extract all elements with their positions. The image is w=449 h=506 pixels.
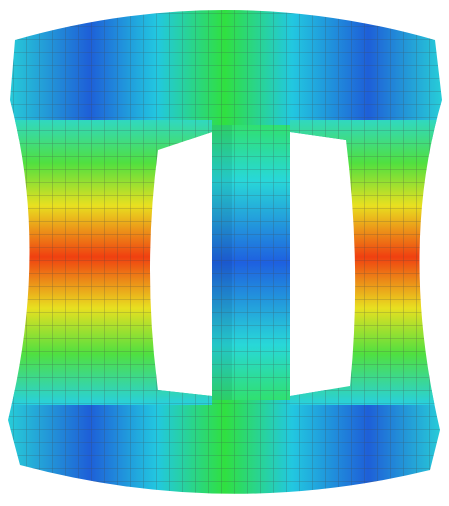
mesh-body xyxy=(0,0,449,506)
page xyxy=(0,0,449,506)
fea-mesh-render xyxy=(0,0,449,506)
mesh-grid xyxy=(0,0,449,506)
